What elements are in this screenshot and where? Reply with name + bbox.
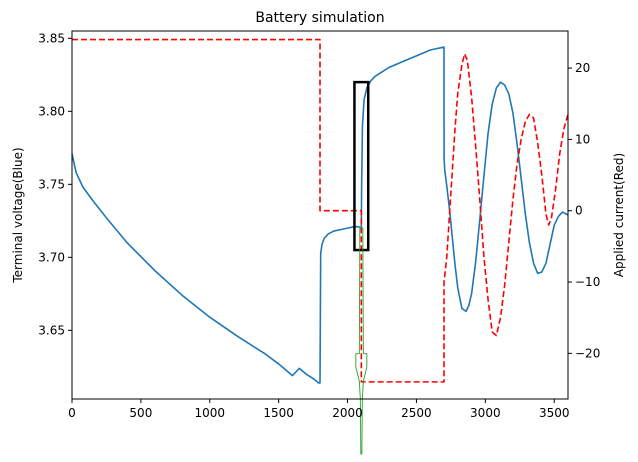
x-axis-ticks: 0 500 1000 1500 2000 2500 3000 3500 [68, 399, 569, 420]
right-axis-ticks: −20 −10 0 10 20 [568, 61, 600, 360]
right-tick-label: 0 [575, 204, 583, 218]
y-axis-label-left: Terminal voltage(Blue) [11, 147, 25, 283]
right-tick-label: −10 [575, 275, 600, 289]
left-tick-label: 3.65 [38, 323, 65, 337]
x-tick-label: 500 [129, 406, 152, 420]
left-tick-label: 3.75 [38, 177, 65, 191]
left-axis-ticks: 3.65 3.70 3.75 3.80 3.85 [38, 31, 72, 337]
right-tick-label: 20 [575, 61, 590, 75]
current-series-line [72, 38, 569, 383]
left-tick-label: 3.80 [38, 104, 65, 118]
chart-title: Battery simulation [255, 10, 384, 26]
overlay-layer [353, 80, 370, 455]
right-tick-label: −20 [575, 346, 600, 360]
voltage-series-line [71, 46, 569, 384]
green-pointer-marker [355, 227, 368, 455]
x-tick-label: 1000 [195, 406, 226, 420]
x-tick-label: 2500 [401, 406, 432, 420]
x-tick-label: 0 [68, 406, 76, 420]
y-axis-label-right: Applied current(Red) [612, 153, 626, 277]
highlight-box [353, 80, 370, 252]
series-layer [71, 38, 569, 384]
right-tick-label: 10 [575, 132, 590, 146]
plot-area-frame [71, 30, 569, 400]
left-tick-label: 3.85 [38, 31, 65, 45]
left-tick-label: 3.70 [38, 250, 65, 264]
x-tick-label: 3500 [539, 406, 570, 420]
x-tick-label: 2000 [332, 406, 363, 420]
x-tick-label: 3000 [470, 406, 501, 420]
x-tick-label: 1500 [263, 406, 294, 420]
